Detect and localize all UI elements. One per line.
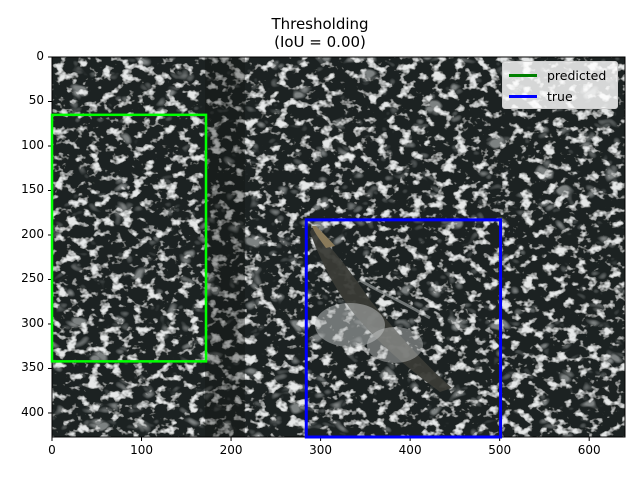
legend-item-true: true — [509, 87, 573, 105]
y-tick-label: 400 — [21, 404, 44, 419]
y-tick-label: 250 — [21, 271, 44, 286]
x-tick-label: 300 — [309, 443, 333, 457]
figure-title: Thresholding — [271, 15, 369, 33]
x-tick-label: 600 — [577, 443, 601, 457]
y-tick-label: 0 — [36, 49, 44, 63]
legend: predicted true — [502, 61, 618, 109]
figure-subtitle: (IoU = 0.00) — [274, 33, 366, 51]
legend-line-predicted — [509, 73, 537, 77]
y-tick-label: 150 — [21, 182, 44, 197]
legend-line-true — [509, 94, 537, 98]
x-tick-label: 100 — [130, 443, 153, 457]
y-tick-label: 350 — [21, 360, 44, 375]
true-box — [304, 218, 503, 439]
y-tick-label: 300 — [21, 315, 44, 330]
x-tick-label: 400 — [398, 443, 422, 457]
whale-silhouette — [310, 226, 452, 392]
y-tick-label: 100 — [21, 137, 44, 152]
predicted-box — [50, 113, 208, 363]
y-tick-label: 50 — [28, 93, 44, 108]
legend-label-true: true — [547, 88, 573, 104]
x-tick-label: 500 — [488, 443, 512, 457]
x-tick-label: 200 — [219, 443, 243, 457]
legend-item-predicted: predicted — [509, 66, 606, 84]
satellite-image — [52, 57, 625, 437]
x-tick-label: 0 — [48, 443, 56, 457]
y-tick-label: 200 — [21, 226, 44, 241]
legend-label-predicted: predicted — [547, 67, 607, 83]
